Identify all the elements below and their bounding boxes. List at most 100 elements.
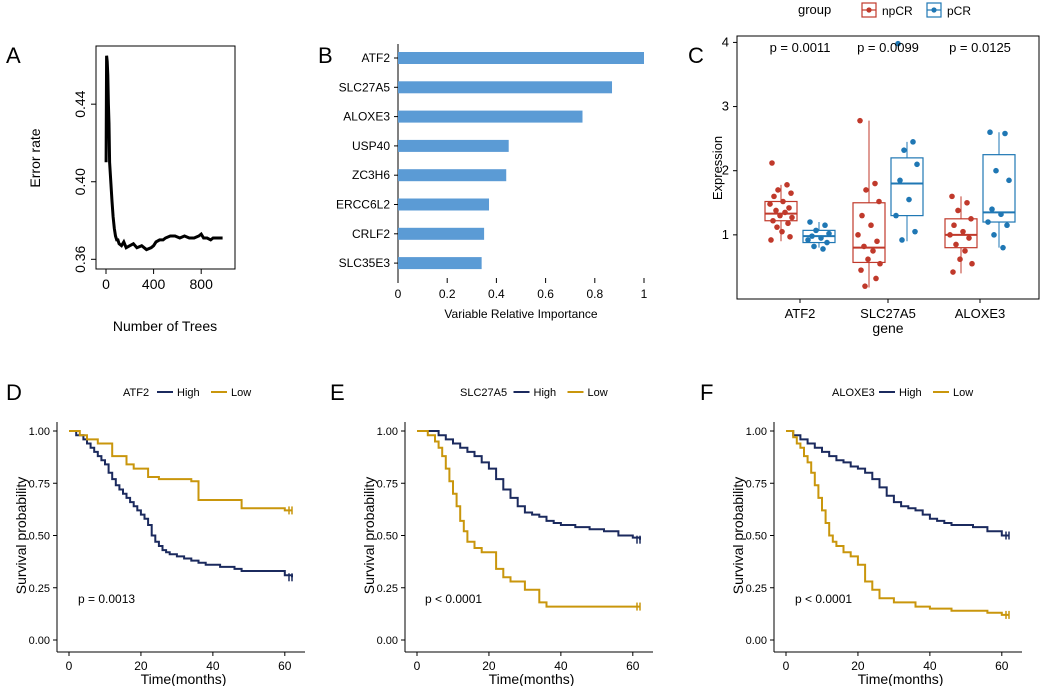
legend-label: Low <box>231 387 251 399</box>
category-label: ERCC6L2 <box>336 198 390 212</box>
p-value: p = 0.0099 <box>857 40 919 55</box>
survival-curve-high <box>417 430 641 540</box>
data-point <box>811 243 817 250</box>
bar-aloxe3 <box>398 110 583 123</box>
data-point <box>855 232 861 238</box>
data-point <box>770 217 776 224</box>
x-tick-label: ATF2 <box>785 306 816 321</box>
data-point <box>960 228 966 235</box>
data-point <box>876 198 882 205</box>
y-tick-label: 0.50 <box>746 531 767 543</box>
y-tick-label: 2 <box>722 163 729 178</box>
data-point <box>1004 222 1010 229</box>
legend-dot <box>931 7 937 13</box>
y-tick-label: 0.75 <box>29 478 50 490</box>
y-tick-label: 0.25 <box>746 583 767 595</box>
data-point <box>949 193 955 200</box>
boxes: p = 0.0011 p = 0.0099 p = 0.0125 <box>764 40 1016 289</box>
data-point <box>769 160 775 166</box>
y-axis-label: Survival probability <box>730 477 746 595</box>
data-point <box>775 187 781 193</box>
data-point <box>1000 244 1006 251</box>
p-value: p < 0.0001 <box>795 592 852 606</box>
data-point <box>899 237 905 243</box>
data-point <box>964 199 970 206</box>
data-point <box>873 275 879 282</box>
p-value: p = 0.0013 <box>78 592 135 606</box>
bar-crlf2 <box>398 227 485 240</box>
data-point <box>951 222 957 229</box>
legend-title: group <box>798 2 831 17</box>
legend-label: High <box>899 387 922 399</box>
data-point <box>1002 130 1008 137</box>
data-point <box>788 190 794 196</box>
data-point <box>966 235 972 241</box>
data-point <box>768 237 774 243</box>
data-point <box>805 237 811 243</box>
data-point <box>807 219 813 225</box>
panel-label-c: C <box>688 43 704 68</box>
y-tick-label: 3 <box>722 99 729 114</box>
data-point <box>774 224 780 230</box>
data-point <box>809 233 815 239</box>
data-point <box>901 147 907 153</box>
data-point <box>1006 177 1012 184</box>
legend-label: pCR <box>947 4 971 18</box>
y-tick-label: 1.00 <box>29 426 50 438</box>
data-point <box>767 201 773 207</box>
panel-label-f: F <box>700 380 713 405</box>
survival-chart-slc27a5: 0.00 0.25 0.50 0.75 1.00 0 20 40 60 Time(months) S… <box>361 387 653 686</box>
data-point <box>858 267 864 273</box>
bar-atf2 <box>398 52 644 64</box>
x-tick-label: 800 <box>190 276 214 292</box>
data-point <box>953 241 959 248</box>
data-point <box>993 167 999 174</box>
data-point <box>813 227 819 234</box>
category-label: ATF2 <box>362 51 391 65</box>
p-value: p < 0.0001 <box>425 592 482 606</box>
x-axis-label: Time(months) <box>141 671 227 686</box>
y-tick-label: 0.75 <box>377 478 398 490</box>
data-point <box>991 232 997 238</box>
axis-ticks: 0 0.2 0.4 0.6 0.8 1 <box>395 278 648 301</box>
data-point <box>985 219 991 225</box>
y-axis-label: Survival probability <box>361 477 377 595</box>
x-tick-label: 0 <box>783 659 790 673</box>
x-tick-label: 1 <box>641 287 648 301</box>
data-point <box>910 139 916 145</box>
y-axis-label: Survival probability <box>13 477 29 595</box>
legend-label: Low <box>953 387 973 399</box>
box-aloxe3-pcr <box>982 154 1016 223</box>
x-tick-label: 0 <box>395 287 402 301</box>
panel-label-a: A <box>6 43 21 68</box>
category-label: CRLF2 <box>352 227 390 241</box>
data-point <box>893 212 899 219</box>
x-tick-label: 40 <box>554 659 568 673</box>
data-point <box>859 212 865 219</box>
data-point <box>863 187 869 193</box>
data-point <box>780 198 786 205</box>
x-tick-label: 60 <box>626 659 640 673</box>
x-tick-label: 20 <box>851 659 865 673</box>
data-point <box>969 260 975 267</box>
data-point <box>779 228 785 235</box>
data-point <box>877 260 883 267</box>
bars: ATF2 SLC27A5 ALOXE3 USP40 ZC3H6 ERCC6L2 CRLF2 S… <box>336 51 644 270</box>
data-point <box>785 220 791 227</box>
x-tick-label: 20 <box>134 659 148 673</box>
x-axis-label: Time(months) <box>489 671 575 686</box>
panel-label-d: D <box>6 380 22 405</box>
survival-curve-high <box>786 430 1009 537</box>
plot-frame <box>95 45 236 270</box>
panel-label-b: B <box>318 43 333 68</box>
data-point <box>874 238 880 245</box>
y-tick-label: 0.00 <box>29 635 50 647</box>
y-tick-label: 0.36 <box>72 245 88 272</box>
data-point <box>947 232 953 238</box>
data-point <box>784 182 790 188</box>
x-tick-label: 20 <box>482 659 496 673</box>
x-tick-label: 0.2 <box>439 287 456 301</box>
x-tick-label: 0.4 <box>488 287 505 301</box>
legend-label: npCR <box>882 4 913 18</box>
